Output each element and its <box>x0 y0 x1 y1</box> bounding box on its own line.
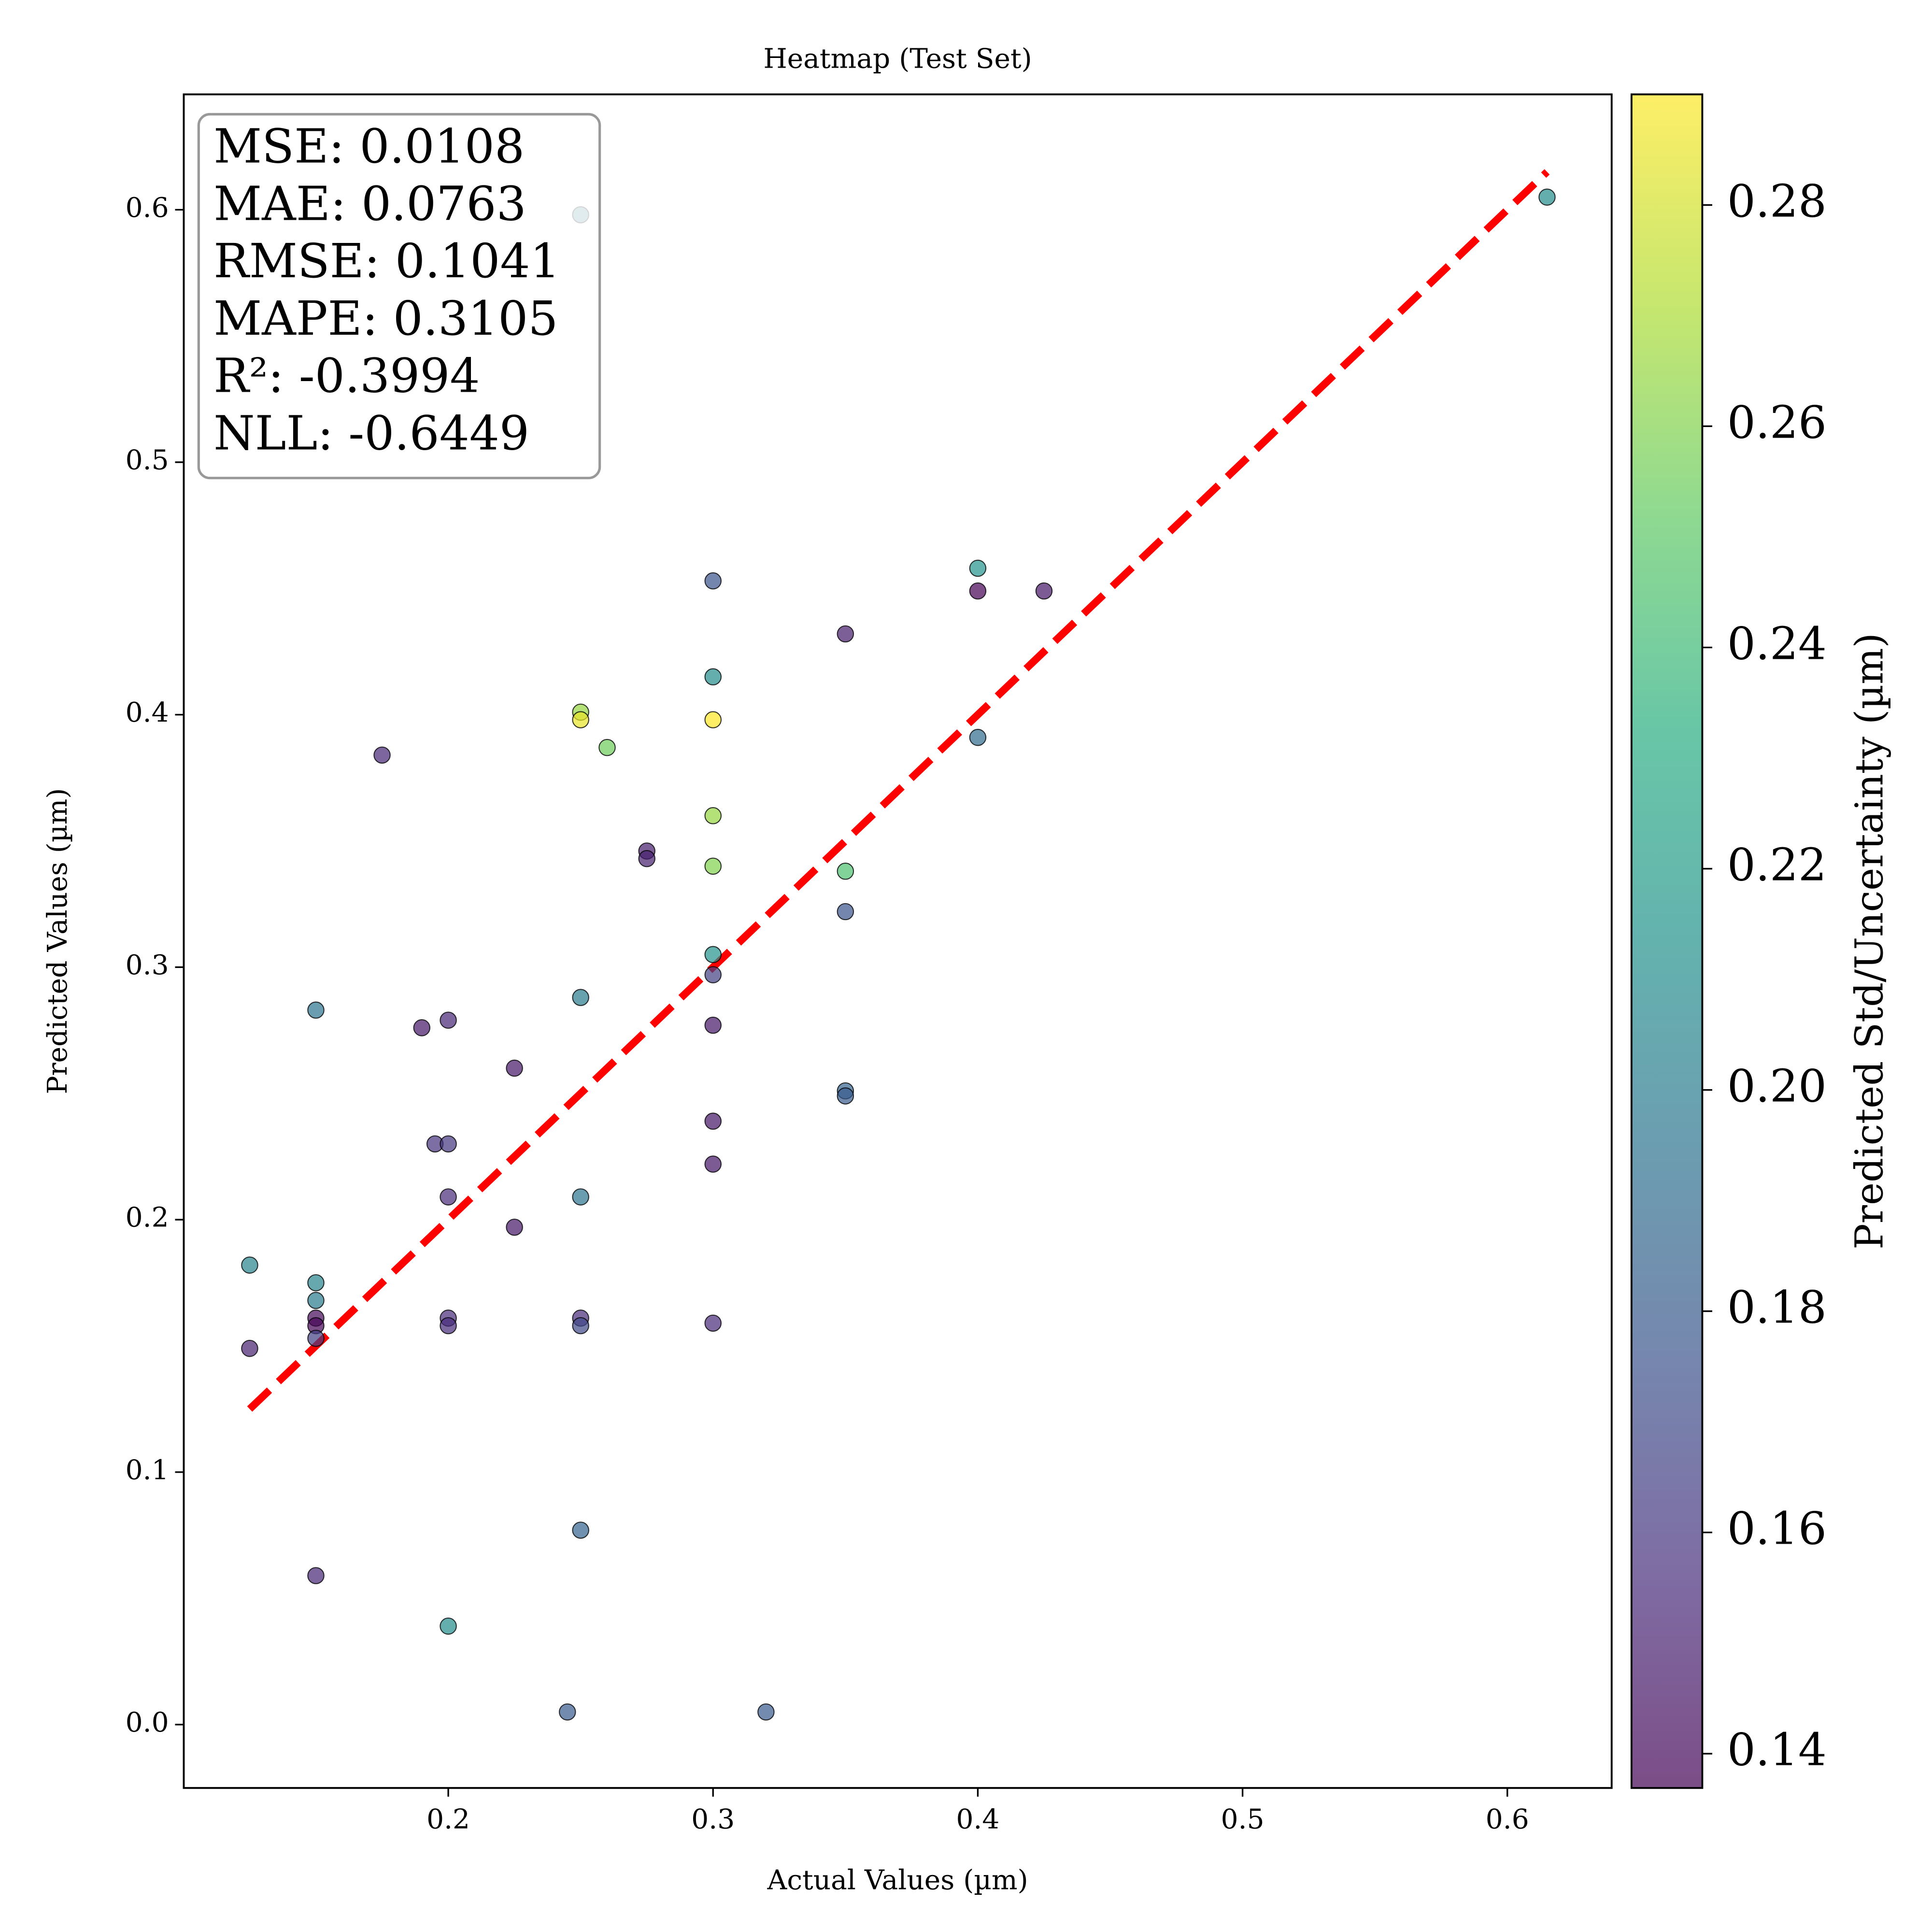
x-tick-label: 0.6 <box>1486 1804 1529 1835</box>
colorbar-tick-label: 0.26 <box>1727 396 1827 448</box>
scatter-point <box>572 1188 589 1206</box>
scatter-point <box>373 746 391 764</box>
scatter-point <box>837 903 854 921</box>
scatter-point <box>572 989 589 1006</box>
scatter-point <box>704 966 722 983</box>
scatter-point <box>638 850 655 867</box>
colorbar-tick-label: 0.16 <box>1727 1503 1827 1555</box>
scatter-point <box>757 1703 775 1721</box>
scatter-point <box>307 1001 325 1019</box>
x-tick-label: 0.3 <box>691 1804 735 1835</box>
scatter-point <box>241 1340 258 1357</box>
scatter-point <box>572 1521 589 1539</box>
stats-text: RMSE: 0.1041 <box>213 234 560 289</box>
scatter-point <box>440 1617 457 1635</box>
y-axis-label: Predicted Values (µm) <box>42 788 73 1094</box>
x-tick-label: 0.4 <box>956 1804 999 1835</box>
scatter-point <box>1538 188 1556 206</box>
scatter-point <box>440 1188 457 1206</box>
scatter-point <box>440 1317 457 1335</box>
scatter-point <box>598 739 616 756</box>
scatter-point <box>704 1155 722 1173</box>
scatter-point <box>413 1019 431 1037</box>
colorbar-tick-label: 0.18 <box>1727 1281 1827 1334</box>
scatter-point <box>307 1274 325 1292</box>
scatter-point <box>704 1112 722 1130</box>
scatter-point <box>572 711 589 728</box>
scatter-point <box>969 559 987 577</box>
scatter-point <box>307 1292 325 1309</box>
plot-frame <box>183 93 1613 1789</box>
y-tick-label: 0.3 <box>126 950 169 981</box>
y-tick-label: 0.0 <box>126 1707 169 1738</box>
scatter-point <box>837 1087 854 1105</box>
scatter-point <box>704 572 722 590</box>
stats-text: MAPE: 0.3105 <box>213 291 558 346</box>
stats-box <box>197 113 601 480</box>
scatter-point <box>506 1219 523 1236</box>
scatter-point <box>307 1330 325 1347</box>
x-axis-label: Actual Values (µm) <box>767 1865 1028 1896</box>
scatter-point <box>837 625 854 643</box>
scatter-point <box>704 1314 722 1332</box>
colorbar-tick-label: 0.24 <box>1727 617 1827 669</box>
stats-text: NLL: -0.6449 <box>213 406 529 461</box>
y-tick-label: 0.4 <box>126 697 169 728</box>
colorbar <box>1630 93 1704 1789</box>
colorbar-label: Predicted Std/Uncertainty (µm) <box>1847 633 1892 1250</box>
scatter-point <box>440 1135 457 1153</box>
y-tick-label: 0.2 <box>126 1202 169 1234</box>
scatter-point <box>704 857 722 875</box>
stats-text: R²: -0.3994 <box>213 349 480 404</box>
stats-text: MSE: 0.0108 <box>213 119 525 174</box>
y-tick-label: 0.5 <box>126 444 169 476</box>
scatter-point <box>969 729 987 746</box>
reference-line <box>247 169 1550 1412</box>
x-tick-label: 0.5 <box>1221 1804 1264 1835</box>
scatter-point <box>307 1567 325 1584</box>
scatter-point <box>704 946 722 964</box>
scatter-point <box>572 1317 589 1335</box>
y-tick-label: 0.1 <box>126 1454 169 1486</box>
colorbar-tick-label: 0.22 <box>1727 838 1827 891</box>
scatter-point <box>837 863 854 880</box>
stats-text: MAE: 0.0763 <box>213 176 526 231</box>
x-tick-label: 0.2 <box>426 1804 470 1835</box>
scatter-point <box>440 1011 457 1029</box>
scatter-point <box>704 807 722 824</box>
scatter-point <box>969 582 987 600</box>
colorbar-tick-label: 0.20 <box>1727 1060 1827 1112</box>
colorbar-tick-label: 0.14 <box>1727 1724 1827 1776</box>
y-tick-label: 0.6 <box>126 192 169 224</box>
scatter-point <box>704 711 722 728</box>
scatter-point <box>559 1703 576 1721</box>
scatter-point <box>241 1256 258 1274</box>
colorbar-tick-label: 0.28 <box>1727 175 1827 227</box>
scatter-point <box>704 668 722 686</box>
scatter-point <box>704 1016 722 1034</box>
scatter-point <box>1035 582 1053 600</box>
scatter-point <box>506 1059 523 1077</box>
chart-title: Heatmap (Test Set) <box>763 43 1032 74</box>
